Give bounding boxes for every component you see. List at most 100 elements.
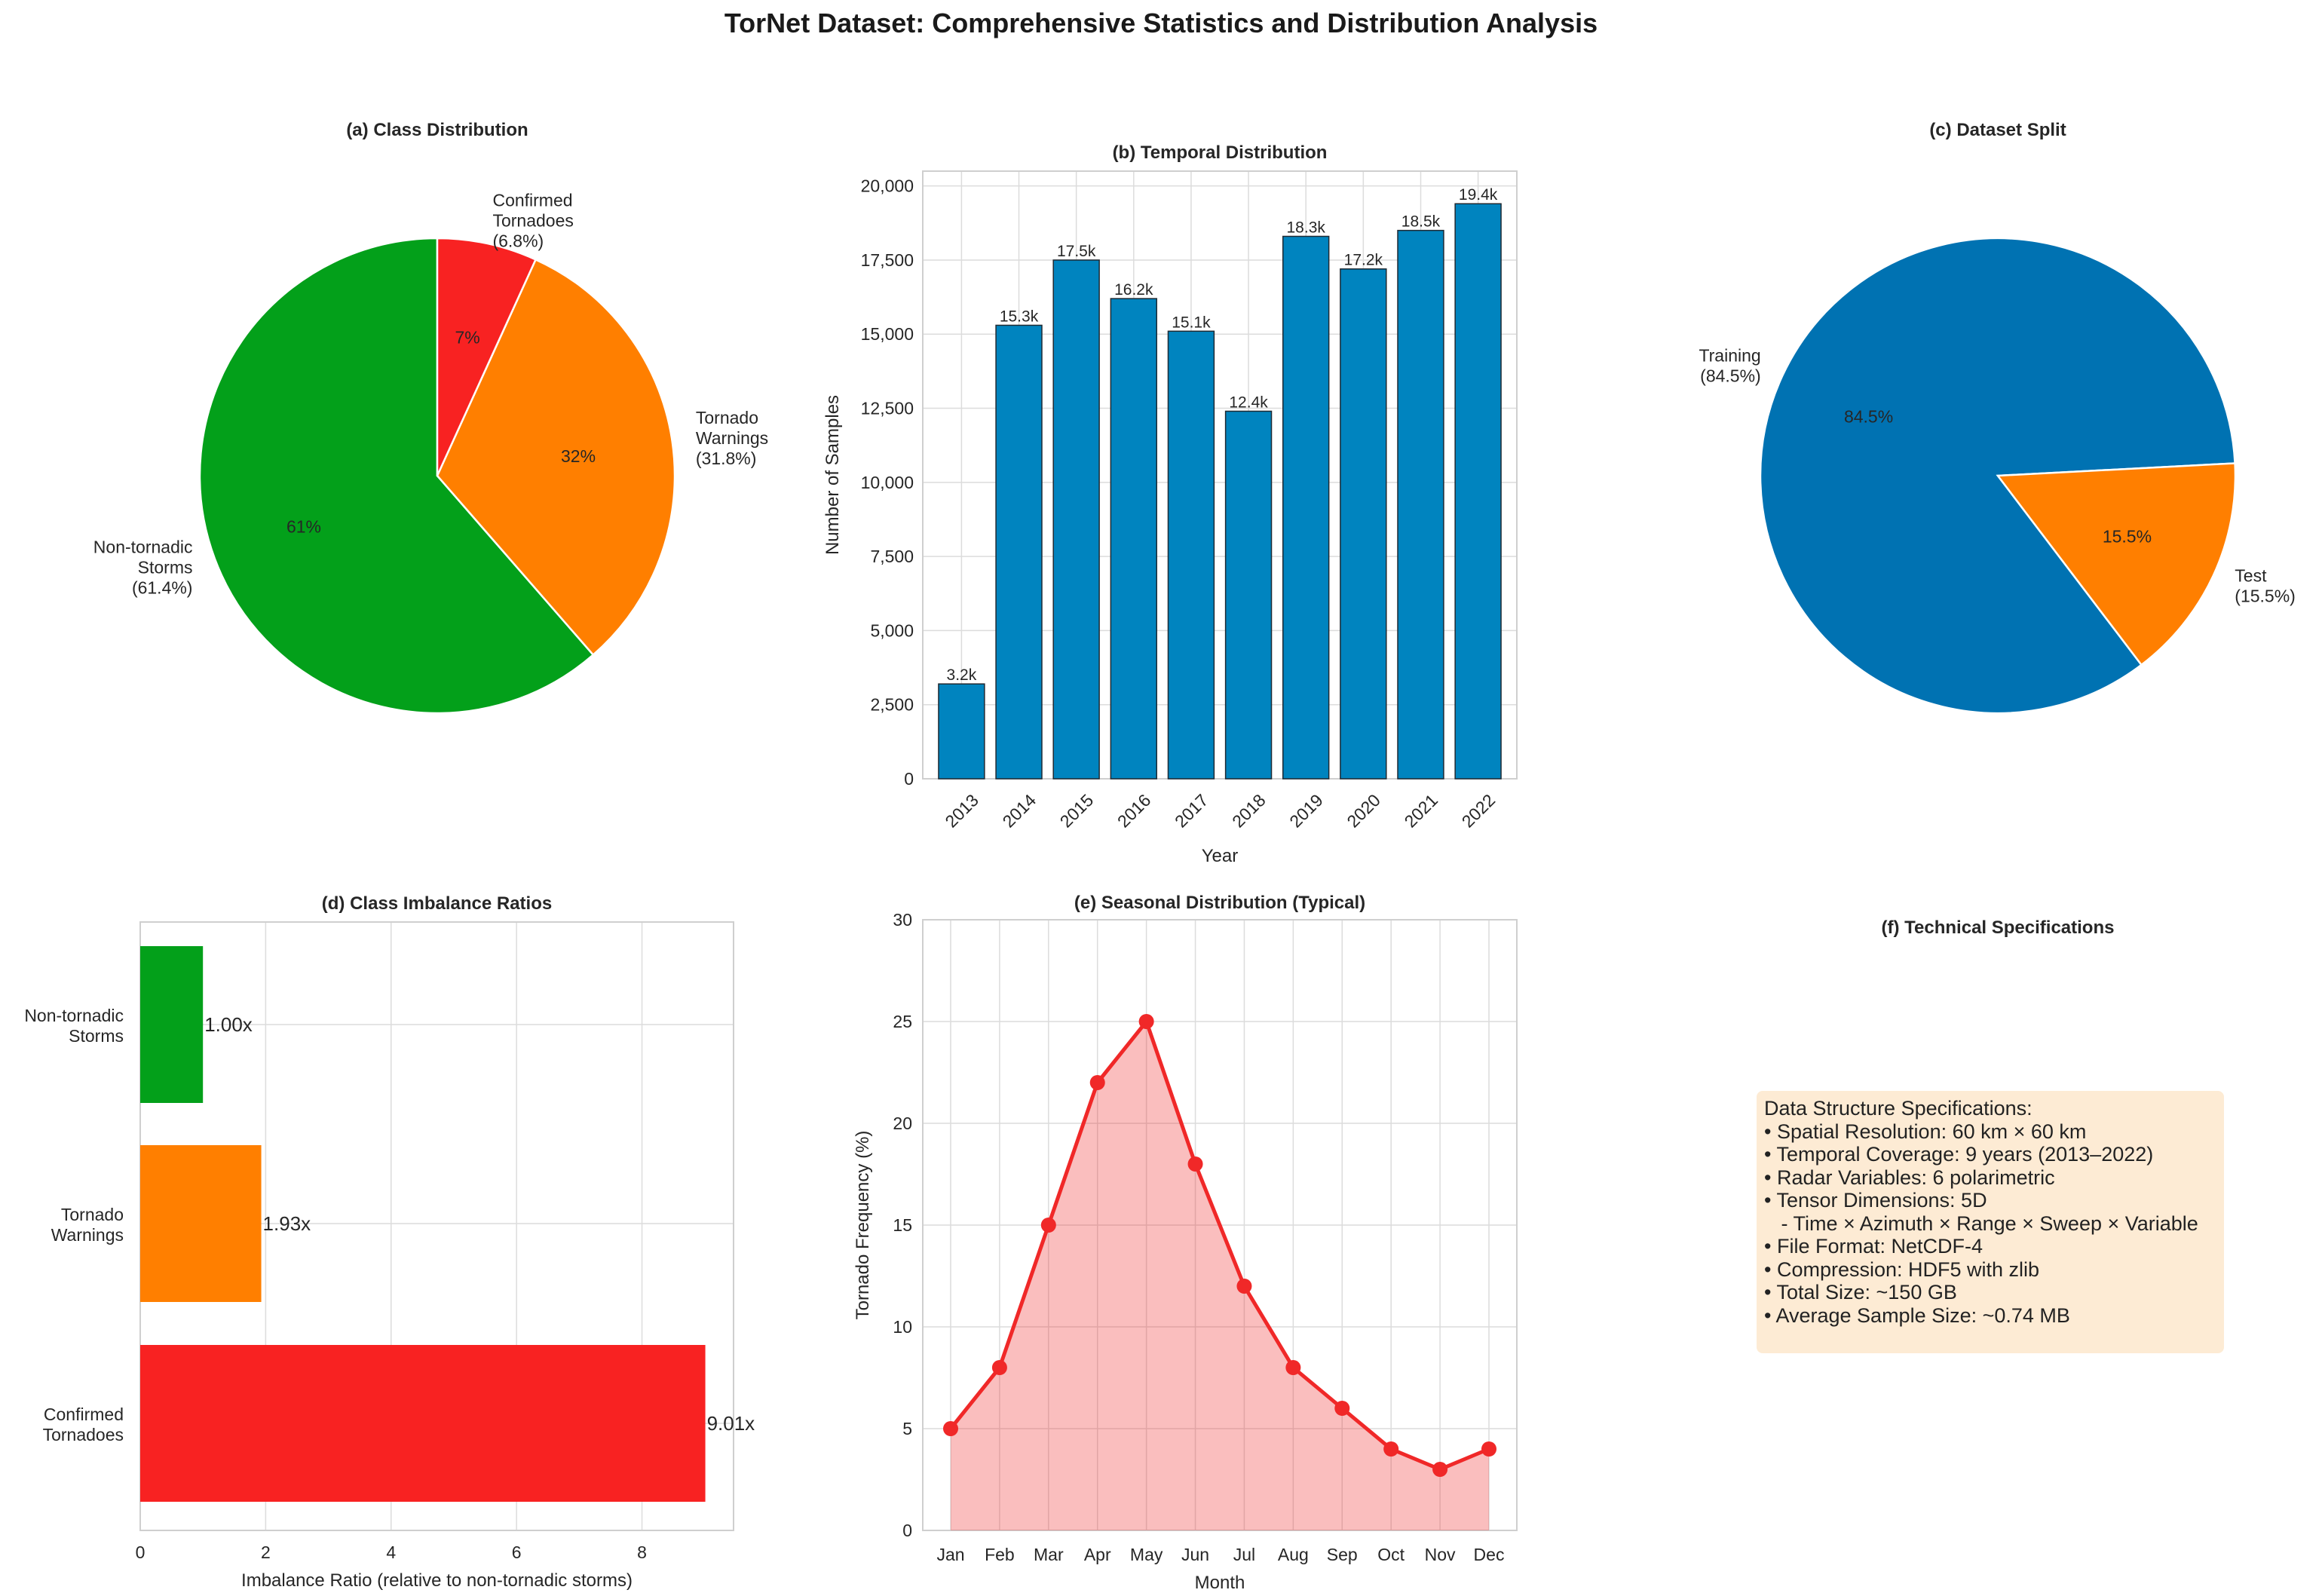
- pie-percent-label: 32%: [561, 446, 596, 466]
- pie-outer-label: Test (15.5%): [2235, 565, 2296, 605]
- y-tick-label: Tornado Warnings: [51, 1205, 124, 1245]
- y-tick-label: 10,000: [861, 473, 914, 492]
- x-tick-label: 6: [512, 1542, 522, 1562]
- specs-line: • Temporal Coverage: 9 years (2013–2022): [1764, 1143, 2154, 1166]
- series-line: [949, 1017, 1490, 1472]
- x-tick-label: Oct: [1377, 1545, 1405, 1564]
- x-tick-label: Aug: [1278, 1545, 1309, 1564]
- bar: [140, 1145, 262, 1302]
- y-tick-label: 25: [893, 1012, 912, 1031]
- pie-slice: [198, 237, 595, 715]
- x-tick-label: May: [1130, 1545, 1163, 1564]
- data-point: [991, 1360, 1007, 1375]
- chart-title: (c) Dataset Split: [1929, 120, 2066, 140]
- bar-value-label: 3.2k: [947, 666, 977, 684]
- x-tick-label: Dec: [1474, 1545, 1505, 1564]
- y-tick-label: 0: [904, 769, 914, 789]
- x-tick-label: Jun: [1181, 1545, 1209, 1564]
- y-tick-label: 30: [893, 910, 912, 930]
- bar: [995, 324, 1043, 780]
- bar: [938, 683, 985, 780]
- y-tick-label: 7,500: [870, 547, 914, 566]
- chart-title: (d) Class Imbalance Ratios: [322, 893, 552, 914]
- y-tick-label: 10: [893, 1317, 912, 1337]
- figure-title: TorNet Dataset: Comprehensive Statistics…: [724, 8, 1598, 38]
- data-point: [1138, 1014, 1154, 1029]
- bar: [1397, 229, 1444, 780]
- y-tick-label: 12,500: [861, 399, 914, 418]
- bar-value-label: 12.4k: [1229, 394, 1268, 411]
- bar-value-label: 18.5k: [1401, 213, 1441, 231]
- x-tick-label: 4: [386, 1542, 396, 1562]
- data-point: [1383, 1441, 1399, 1457]
- x-axis-label: Month: [1195, 1573, 1245, 1593]
- bar: [1167, 330, 1215, 780]
- y-tick-label: 15: [893, 1215, 912, 1235]
- data-point: [1089, 1075, 1105, 1090]
- specs-text-box: Data Structure Specifications: • Spatial…: [1757, 1091, 2224, 1353]
- bar-value-label: 15.3k: [1000, 308, 1039, 325]
- specs-line: • Spatial Resolution: 60 km × 60 km: [1764, 1120, 2087, 1143]
- y-tick-label: 20,000: [861, 176, 914, 196]
- y-tick-label: 5,000: [870, 620, 914, 640]
- pie-outer-label: Non-tornadic Storms (61.4%): [93, 537, 193, 597]
- y-tick-label: Confirmed Tornadoes: [43, 1405, 124, 1444]
- x-tick-label: Feb: [985, 1545, 1015, 1564]
- specs-line: • File Format: NetCDF-4: [1764, 1235, 1983, 1258]
- pie-slice: [1996, 462, 2237, 666]
- pie-percent-label: 61%: [286, 516, 321, 536]
- bar: [1110, 298, 1158, 780]
- data-point: [1187, 1156, 1203, 1172]
- y-tick-label: 5: [902, 1419, 912, 1438]
- bar-value-label: 1.00x: [204, 1013, 253, 1036]
- pie-slice: [436, 258, 676, 657]
- bar: [1282, 235, 1330, 780]
- data-point: [1432, 1462, 1448, 1477]
- bar: [1052, 259, 1100, 780]
- specs-line: • Tensor Dimensions: 5D: [1764, 1189, 1987, 1212]
- y-tick-label: 17,500: [861, 250, 914, 270]
- area-fill: [951, 1022, 1489, 1530]
- data-point: [1481, 1441, 1496, 1457]
- bar-value-label: 19.4k: [1459, 186, 1498, 204]
- bar-value-label: 9.01x: [707, 1412, 755, 1435]
- chart-title: (e) Seasonal Distribution (Typical): [1074, 893, 1365, 913]
- chart-title: (b) Temporal Distribution: [1113, 142, 1328, 163]
- y-tick-label: Non-tornadic Storms: [24, 1006, 124, 1046]
- pie-percent-label: 7%: [455, 327, 479, 347]
- x-tick-label: 2: [261, 1542, 271, 1562]
- y-tick-label: 2,500: [870, 695, 914, 715]
- y-axis-label: Number of Samples: [823, 395, 843, 555]
- y-tick-label: 15,000: [861, 324, 914, 344]
- x-tick-label: Nov: [1425, 1545, 1456, 1564]
- specs-panel-title: (f) Technical Specifications: [1881, 917, 2115, 938]
- specs-line: • Average Sample Size: ~0.74 MB: [1764, 1303, 2070, 1327]
- pie-outer-label: Confirmed Tornadoes (6.8%): [492, 190, 573, 250]
- bar: [140, 1345, 706, 1502]
- data-point: [943, 1421, 958, 1436]
- pie-slice: [436, 237, 538, 476]
- x-tick-label: Mar: [1034, 1545, 1064, 1564]
- bar-value-label: 18.3k: [1287, 219, 1326, 236]
- pie-percent-label: 84.5%: [1844, 406, 1893, 426]
- bar-value-label: 16.2k: [1114, 281, 1153, 299]
- bar: [1340, 268, 1387, 780]
- x-axis-label: Year: [1202, 846, 1239, 866]
- y-axis-label: Tornado Frequency (%): [853, 1131, 873, 1320]
- specs-line: Data Structure Specifications:: [1764, 1097, 2033, 1120]
- x-tick-label: Apr: [1084, 1545, 1111, 1564]
- specs-line: • Total Size: ~150 GB: [1764, 1281, 1957, 1303]
- bar-value-label: 15.1k: [1172, 314, 1211, 331]
- pie-percent-label: 15.5%: [2103, 527, 2152, 547]
- data-point: [1285, 1360, 1301, 1375]
- x-axis-label: Imbalance Ratio (relative to non-tornadi…: [241, 1570, 633, 1591]
- data-point: [1236, 1279, 1252, 1294]
- specs-line: - Time × Azimuth × Range × Sweep × Varia…: [1764, 1212, 2198, 1235]
- plot-frame: [922, 919, 1518, 1531]
- specs-line: • Radar Variables: 6 polarimetric: [1764, 1166, 2055, 1189]
